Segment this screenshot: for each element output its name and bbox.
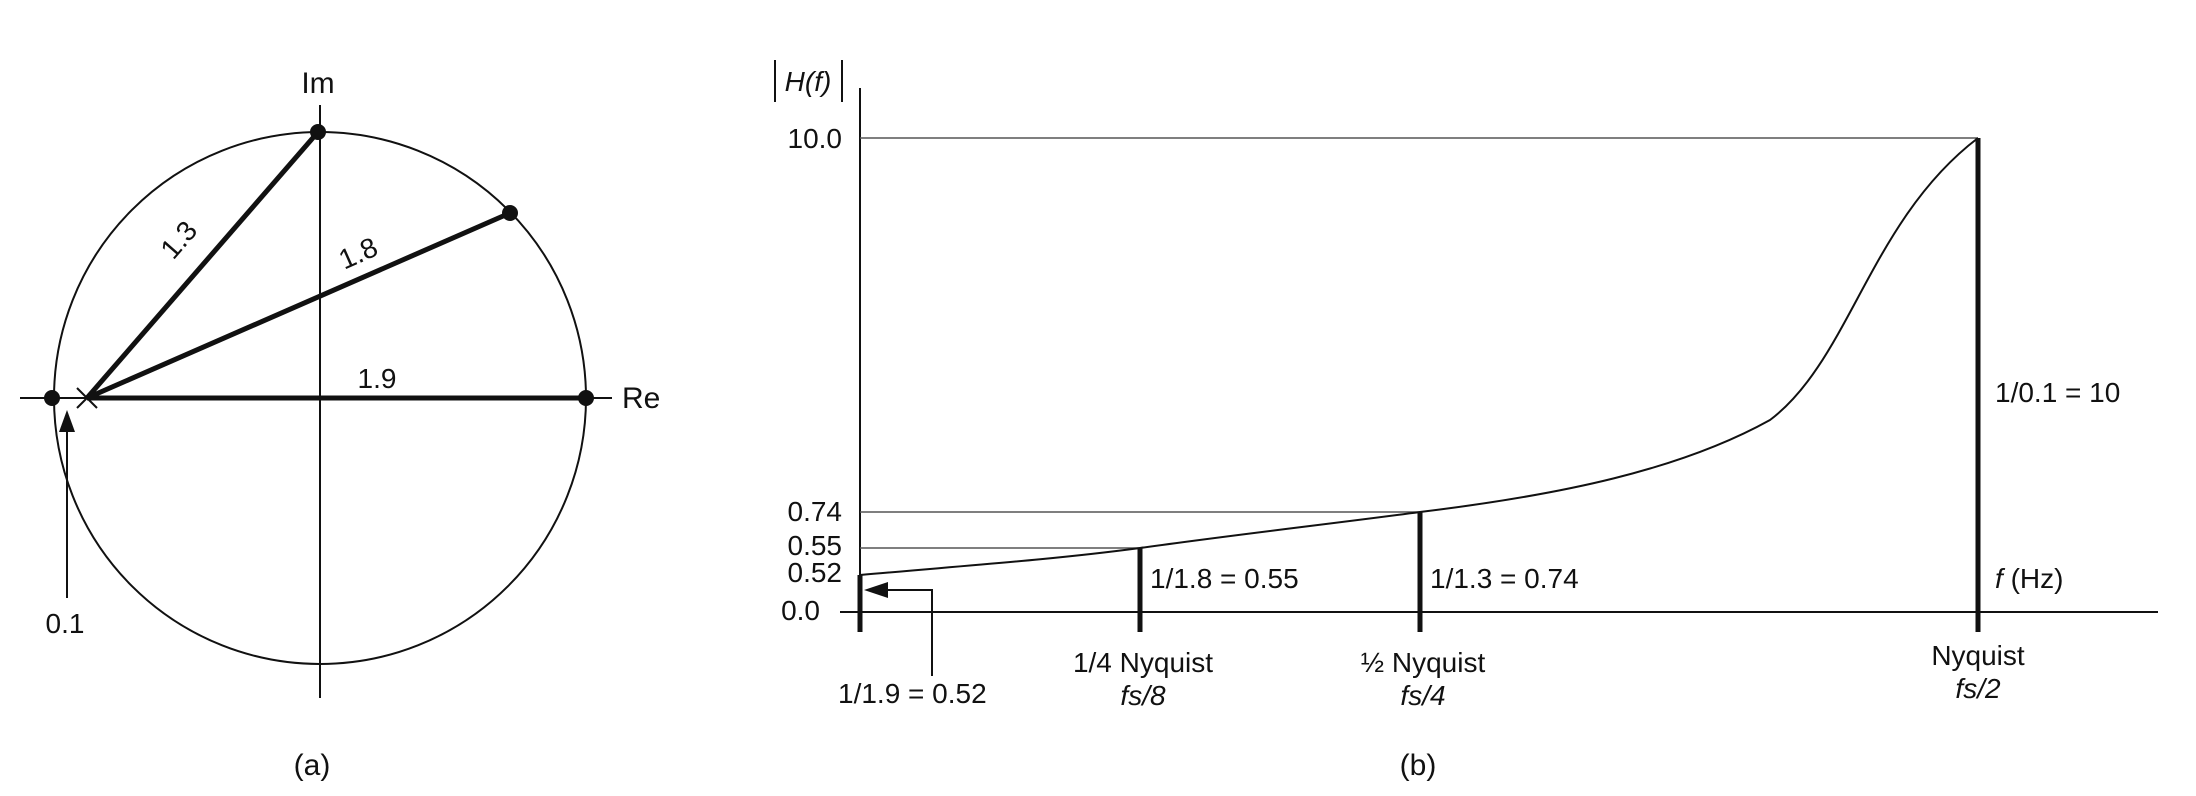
magnitude-curve bbox=[859, 137, 1979, 576]
real-axis-label: Re bbox=[622, 382, 660, 415]
x-axis-label: f (Hz) bbox=[1995, 563, 2063, 594]
x-marker-nyquist-fs: fs/2 bbox=[1955, 673, 2001, 704]
svg-text:H(f): H(f) bbox=[785, 66, 832, 97]
panel-a-zplane: Im Re 1.3 1.8 1.9 0.1 (a) bbox=[20, 67, 660, 782]
y-tick-0-74: 0.74 bbox=[788, 496, 843, 527]
y-tick-0-52: 0.52 bbox=[788, 557, 843, 588]
value-label-quarter: 1/1.8 = 0.55 bbox=[1150, 563, 1299, 594]
value-label-zero: 1/1.9 = 0.52 bbox=[838, 678, 987, 709]
y-tick-0-55: 0.55 bbox=[788, 530, 843, 561]
point-upper-right bbox=[502, 205, 518, 221]
distance-line-1-3 bbox=[85, 130, 320, 400]
point-left bbox=[44, 390, 60, 406]
x-marker-half-name: ½ Nyquist bbox=[1361, 647, 1486, 678]
distance-label-1-3: 1.3 bbox=[154, 215, 203, 265]
distance-label-1-8: 1.8 bbox=[334, 231, 382, 275]
panel-b-magnitude: H(f) 10.0 0.74 0.55 0.52 0.0 1/1.8 = 0.5… bbox=[774, 60, 2158, 782]
panel-b-caption: (b) bbox=[1400, 749, 1437, 782]
zero-value-arrow-path bbox=[888, 589, 933, 676]
zero-value-arrow-head bbox=[864, 582, 888, 598]
distance-label-1-9: 1.9 bbox=[358, 363, 397, 394]
value-label-half: 1/1.3 = 0.74 bbox=[1430, 563, 1579, 594]
x-marker-quarter-name: 1/4 Nyquist bbox=[1073, 647, 1213, 678]
y-axis-label: H(f) bbox=[774, 60, 843, 102]
x-marker-nyquist-name: Nyquist bbox=[1931, 640, 2025, 671]
panel-a-caption: (a) bbox=[294, 749, 331, 782]
point-top bbox=[310, 124, 326, 140]
x-marker-quarter-fs: fs/8 bbox=[1120, 680, 1166, 711]
y-tick-10: 10.0 bbox=[788, 123, 843, 154]
zero-arrow-head bbox=[59, 410, 75, 432]
zero-marker bbox=[76, 387, 98, 409]
y-tick-0: 0.0 bbox=[781, 595, 820, 626]
x-marker-half-fs: fs/4 bbox=[1400, 680, 1445, 711]
zero-label: 0.1 bbox=[46, 608, 85, 639]
imag-axis-label: Im bbox=[301, 67, 334, 100]
distance-line-1-8 bbox=[85, 210, 512, 401]
point-right bbox=[578, 390, 594, 406]
value-label-nyquist: 1/0.1 = 10 bbox=[1995, 377, 2120, 408]
